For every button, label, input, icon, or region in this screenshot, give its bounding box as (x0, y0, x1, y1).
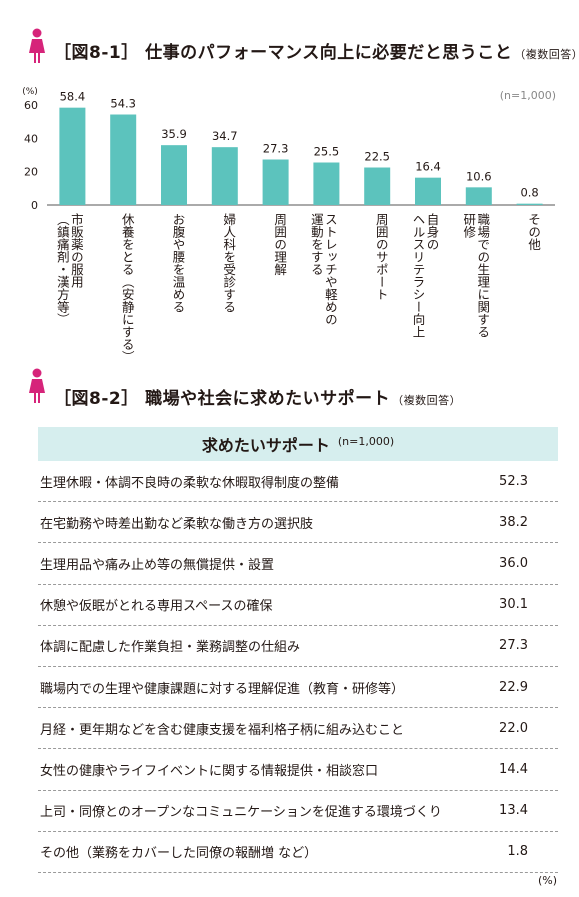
table-row: 職場内での生理や健康課題に対する理解促進（教育・研修等） 22.9 (38, 667, 558, 709)
category-label: 自身の (425, 213, 440, 251)
bar (313, 162, 340, 205)
n-label: (n=1,000) (500, 89, 556, 102)
table-row: 月経・更年期などを含む健康支援を福利格子柄に組み込むこと 22.0 (38, 708, 558, 750)
row-label: その他（業務をカバーした同僚の報酬増 など） (40, 846, 318, 862)
figure-2-note: （複数回答） (392, 394, 462, 407)
row-value: 27.3 (499, 638, 528, 654)
table-header-label: 求めたいサポート (201, 436, 330, 455)
bar (415, 177, 441, 205)
category-label: 休養をとる（安静にする） (120, 213, 135, 363)
data-label: 58.4 (60, 90, 86, 104)
figure-1-title: ［図8-1］ 仕事のパフォーマンス向上に必要だと思うこと （複数回答） (54, 38, 579, 63)
y-unit-label: (%) (22, 87, 38, 97)
row-label: 上司・同僚とのオープンなコミュニケーションを促進する環境づくり (40, 805, 442, 821)
table-unit-label: (%) (537, 874, 557, 887)
bar (110, 114, 137, 205)
data-label: 0.8 (520, 186, 538, 200)
data-label: 27.3 (263, 142, 289, 156)
table-row: その他（業務をカバーした同僚の報酬増 など） 1.8 (38, 832, 558, 873)
row-value: 14.4 (499, 761, 528, 777)
category-label: 周囲のサポート (374, 213, 389, 301)
support-table: 求めたいサポート (n=1,000) 生理休暇・体調不良時の柔軟な休暇取得制度の… (38, 427, 558, 873)
data-label: 22.5 (364, 150, 390, 164)
row-value: 22.9 (499, 679, 528, 695)
table-row: 在宅勤務や時差出勤など柔軟な働き方の選択肢 38.2 (38, 502, 558, 544)
category-label: ストレッチや軽めの (323, 213, 338, 326)
table-body: 生理休暇・体調不良時の柔軟な休暇取得制度の整備 52.3 在宅勤務や時差出勤など柔軟… (38, 461, 558, 873)
category-label: 周囲の理解 (272, 213, 287, 276)
bar (59, 107, 86, 205)
table-n-label: (n=1,000) (337, 434, 395, 448)
data-label: 16.4 (415, 160, 441, 174)
woman-icon (29, 368, 45, 403)
figure-2-title-text: ［図8-2］ 職場や社会に求めたいサポート (54, 389, 391, 409)
figure-1-title-text: ［図8-1］ 仕事のパフォーマンス向上に必要だと思うこと (54, 43, 513, 63)
data-label: 34.7 (212, 129, 238, 143)
row-label: 休憩や仮眠がとれる専用スペースの確保 (40, 599, 273, 615)
bar (465, 187, 492, 205)
data-label: 10.6 (466, 169, 492, 183)
row-label: 職場内での生理や健康課題に対する理解促進（教育・研修等） (40, 681, 405, 697)
category-label: 運動をする (309, 213, 324, 276)
figure-1-note: （複数回答） (514, 48, 579, 61)
table-row: 上司・同僚とのオープンなコミュニケーションを促進する環境づくり 13.4 (38, 791, 558, 832)
row-label: 生理休暇・体調不良時の柔軟な休暇取得制度の整備 (40, 475, 340, 491)
row-value: 52.3 (499, 473, 528, 489)
bar (161, 145, 187, 205)
row-value: 13.4 (499, 803, 528, 819)
data-label: 54.3 (110, 97, 136, 111)
category-label: お腹や腰を温める (171, 213, 186, 313)
row-label: 体調に配慮した作業負担・業務調整の仕組み (40, 640, 301, 656)
category-label: 研修 (461, 213, 476, 238)
row-label: 生理用品や痛み止め等の無償提供・設置 (40, 557, 275, 573)
table-header: 求めたいサポート (n=1,000) (38, 427, 558, 461)
table-row: 体調に配慮した作業負担・業務調整の仕組み 27.3 (38, 626, 558, 667)
data-label: 25.5 (314, 145, 340, 159)
y-tick-label: 20 (24, 166, 38, 179)
bar-chart: (%) (n=1,000) 0 20 40 60 58.4 54.3 35.9 34.7 27… (22, 87, 556, 363)
bar (516, 203, 543, 205)
row-value: 38.2 (499, 514, 528, 530)
row-value: 30.1 (499, 597, 528, 613)
row-label: 女性の健康やライフイベントに関する情報提供・相談窓口 (40, 763, 379, 779)
row-value: 36.0 (499, 555, 528, 571)
category-label: 婦人科を受診する (221, 212, 236, 313)
bar (262, 159, 289, 205)
row-label: 在宅勤務や時差出勤など柔軟な働き方の選択肢 (40, 516, 314, 532)
y-tick-label: 60 (24, 99, 38, 112)
figure-2-title: ［図8-2］ 職場や社会に求めたいサポート （複数回答） (54, 384, 461, 409)
y-tick-label: 40 (24, 132, 38, 145)
category-label: 職場での生理に関する (475, 213, 490, 338)
category-label: 市販薬の服用 (69, 212, 84, 289)
table-row: 休憩や仮眠がとれる専用スペースの確保 30.1 (38, 585, 558, 626)
data-label: 35.9 (161, 127, 187, 141)
bar (364, 167, 391, 205)
category-label: （鎮痛剤・漢方等） (55, 213, 70, 326)
category-label: その他 (526, 213, 541, 251)
table-row: 女性の健康やライフイベントに関する情報提供・相談窓口 14.4 (38, 749, 558, 791)
row-label: 月経・更年期などを含む健康支援を福利格子柄に組み込むこと (40, 722, 405, 738)
row-value: 1.8 (507, 844, 528, 860)
row-value: 22.0 (499, 720, 528, 736)
y-tick-label: 0 (31, 199, 38, 212)
bar (211, 147, 238, 205)
category-label: ヘルスリテラシー向上 (411, 213, 426, 338)
table-row: 生理休暇・体調不良時の柔軟な休暇取得制度の整備 52.3 (38, 461, 558, 503)
woman-icon (29, 28, 45, 63)
table-row: 生理用品や痛み止め等の無償提供・設置 36.0 (38, 543, 558, 585)
